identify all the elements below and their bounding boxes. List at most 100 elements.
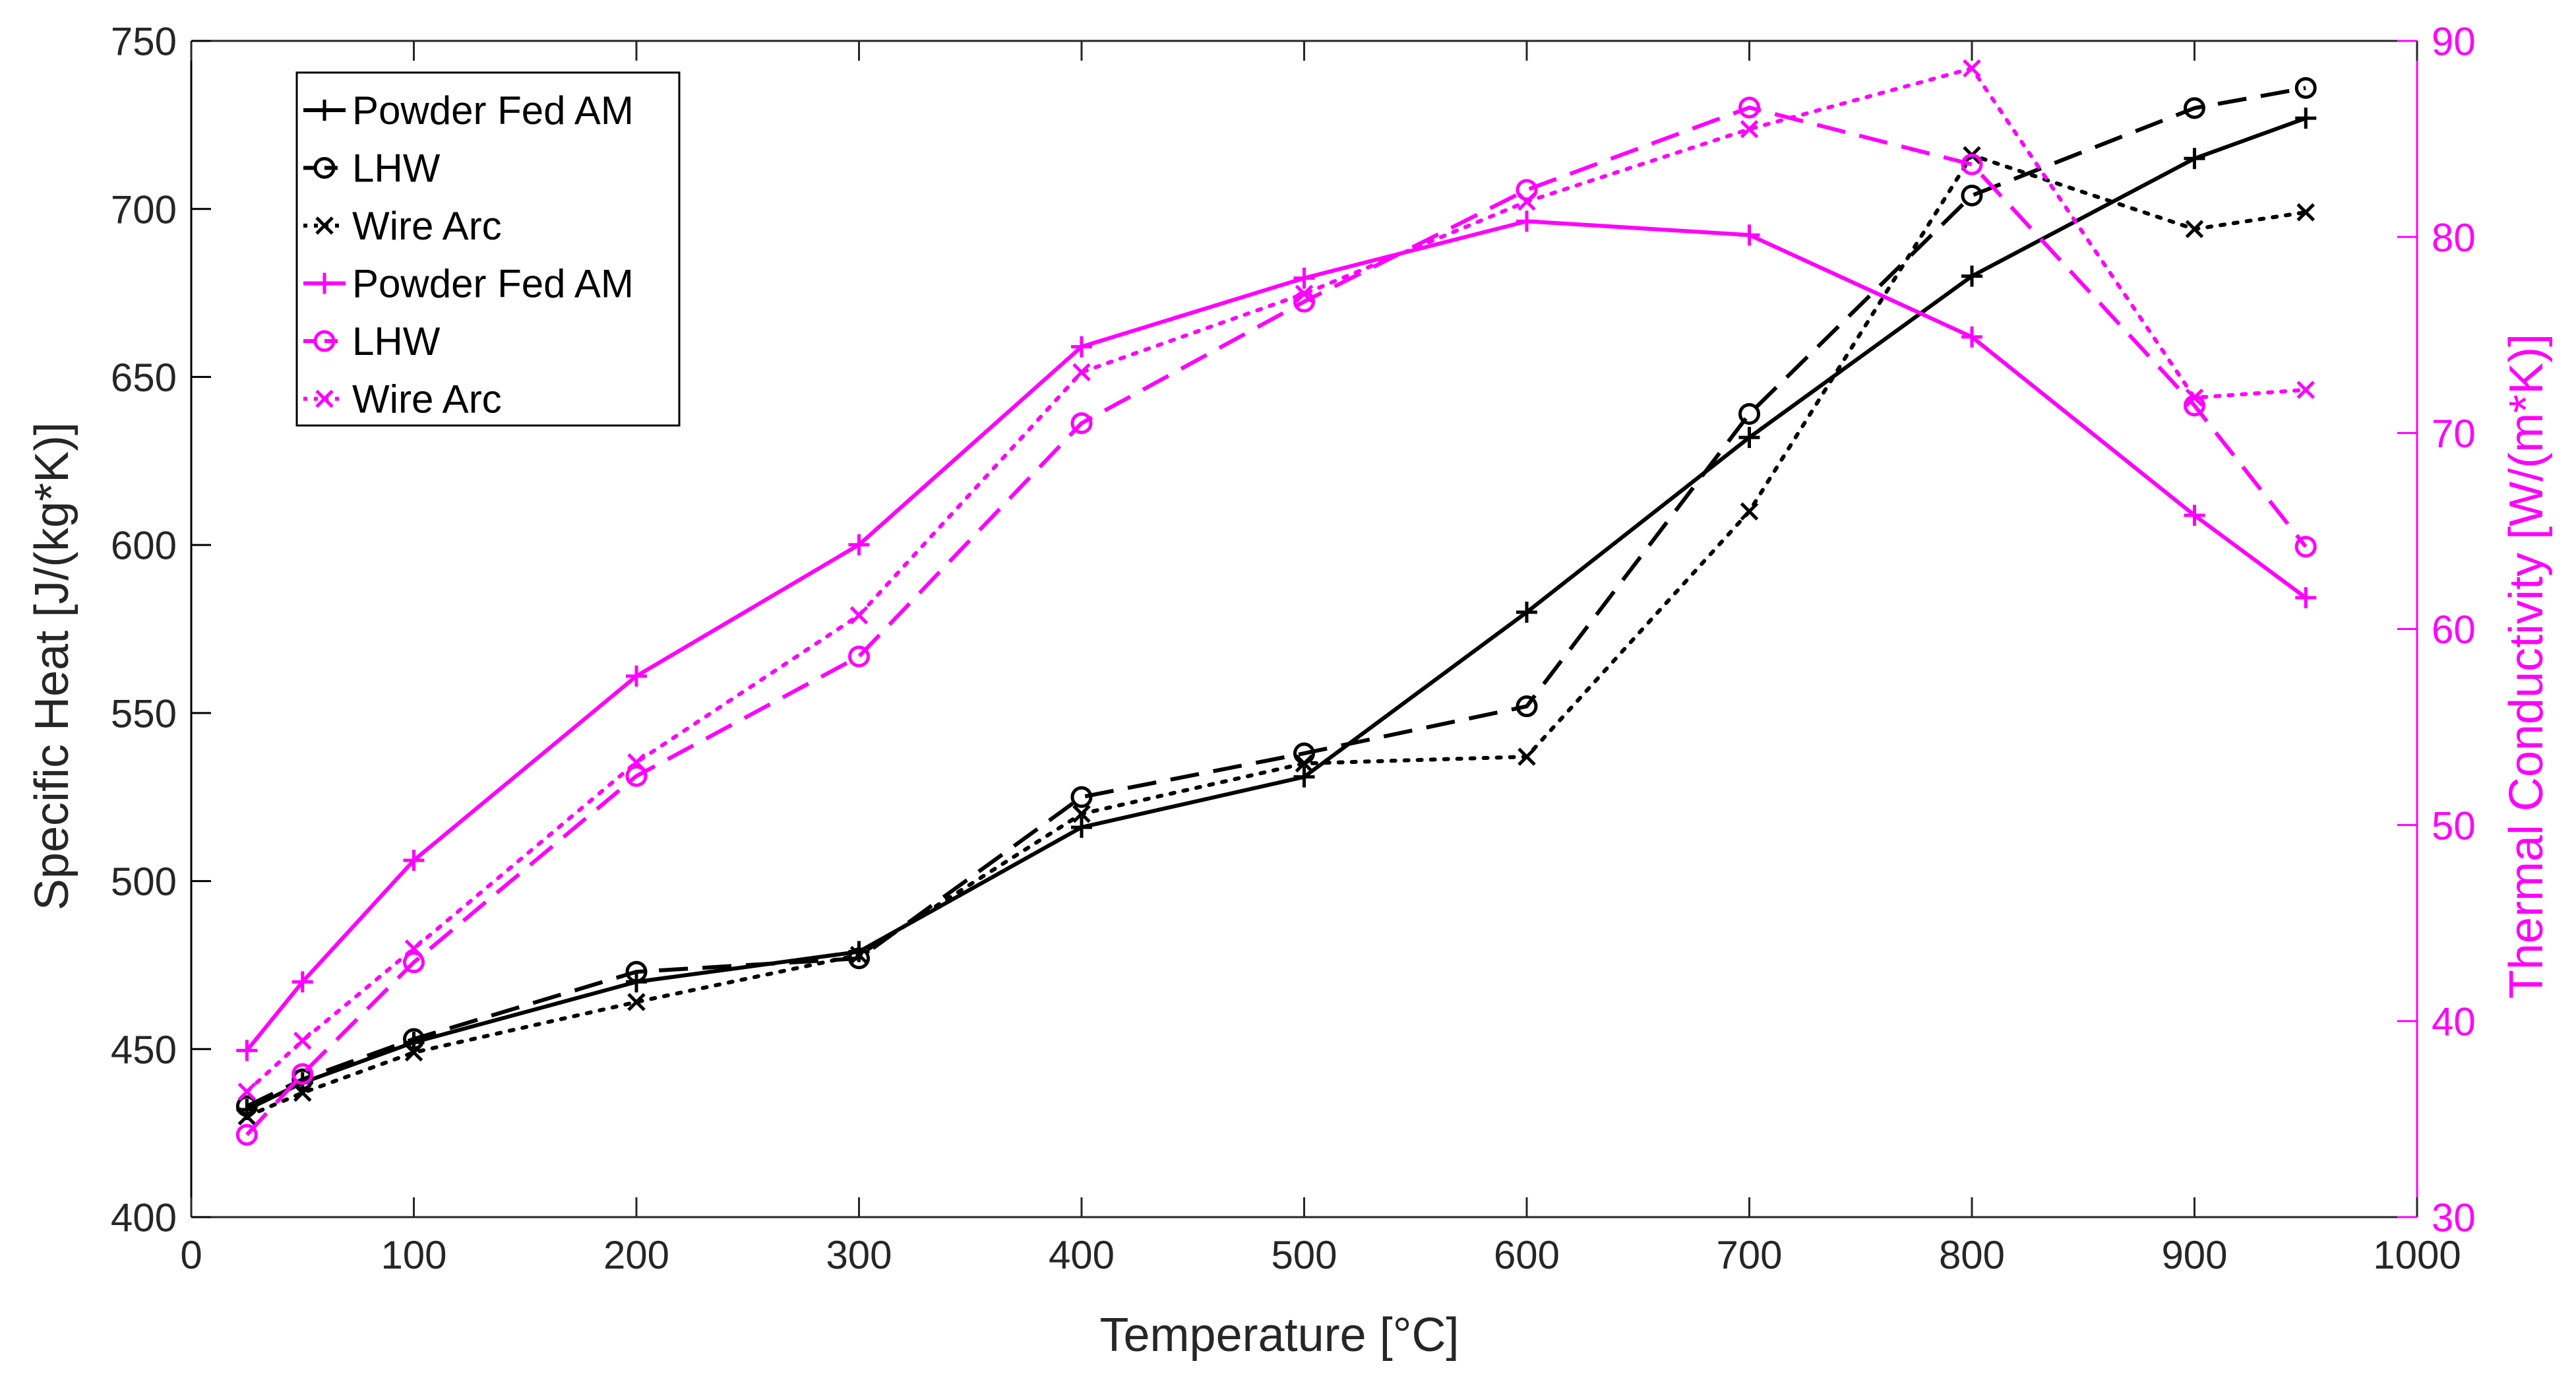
data-point — [403, 951, 425, 974]
legend-marker — [314, 100, 335, 121]
legend-item: Powder Fed AM — [303, 88, 634, 133]
series-line — [246, 116, 2307, 1112]
data-point — [1738, 224, 1760, 246]
data-point — [1961, 265, 1982, 287]
data-point — [625, 765, 648, 787]
x-tick-label: 200 — [603, 1233, 669, 1277]
legend-item: Wire Arc — [303, 204, 502, 248]
data-point — [1293, 766, 1315, 788]
data-point — [293, 1083, 312, 1102]
legend-marker — [315, 216, 334, 235]
data-point — [1072, 804, 1091, 823]
series-powder-fed-am-right — [236, 210, 2317, 1061]
data-point — [1070, 786, 1093, 808]
series-line — [245, 219, 2308, 1052]
left-y-tick-label: 700 — [111, 187, 177, 232]
series-wire-arc-right — [237, 59, 2315, 1101]
right-y-tick-label: 70 — [2432, 412, 2476, 456]
x-tick-label: 500 — [1271, 1233, 1337, 1277]
data-point — [2184, 97, 2205, 119]
legend-label: Powder Fed AM — [352, 262, 634, 306]
legend-item: LHW — [303, 146, 441, 191]
right-y-axis: 30 40 50 60 70 80 90 — [2397, 20, 2476, 1240]
data-point — [1740, 502, 1759, 520]
data-point — [1961, 326, 1982, 348]
series-line — [245, 66, 2308, 1094]
data-point — [1963, 59, 1981, 78]
data-point — [627, 753, 646, 772]
right-y-tick-label: 80 — [2432, 216, 2476, 260]
x-axis-label: Temperature [°C] — [1100, 1309, 1459, 1362]
legend-marker — [314, 272, 335, 294]
left-y-tick-label: 550 — [111, 691, 177, 736]
data-point — [291, 1063, 314, 1085]
x-axis: 0 100 200 300 400 500 600 700 800 900 1000 — [180, 41, 2461, 1277]
legend: Powder Fed AM LHW Wire Arc Powder Fed AM LHW… — [295, 71, 681, 427]
left-y-tick-label: 650 — [111, 356, 177, 400]
x-tick-label: 1000 — [2373, 1233, 2461, 1277]
legend-label: LHW — [352, 146, 441, 191]
data-point — [2294, 77, 2317, 99]
legend-marker — [315, 389, 334, 408]
legend-item: Wire Arc — [303, 377, 502, 422]
series-line — [245, 106, 2308, 1137]
series-lhw-right — [235, 96, 2317, 1146]
x-tick-label: 0 — [180, 1233, 202, 1277]
x-tick-label: 100 — [381, 1233, 446, 1277]
series-wire-arc-left — [237, 146, 2315, 1125]
legend-box — [295, 71, 681, 427]
data-point — [1518, 192, 1536, 211]
data-point — [849, 945, 869, 964]
legend-label: Powder Fed AM — [352, 88, 634, 133]
x-tick-label: 700 — [1716, 1233, 1782, 1277]
data-point — [2295, 586, 2317, 608]
x-tick-label: 900 — [2161, 1233, 2227, 1277]
data-point — [404, 939, 423, 958]
right-y-tick-label: 90 — [2432, 20, 2476, 64]
data-point — [1071, 817, 1092, 838]
data-point — [625, 961, 648, 983]
data-point — [1293, 267, 1315, 289]
series-line — [245, 153, 2308, 1119]
data-point — [848, 645, 870, 668]
x-tick-label: 300 — [826, 1233, 892, 1277]
x-tick-label: 400 — [1049, 1233, 1115, 1277]
x-tick-label: 600 — [1494, 1233, 1560, 1277]
data-point — [1740, 119, 1759, 139]
right-y-tick-label: 60 — [2432, 608, 2476, 652]
data-point — [403, 1028, 425, 1050]
right-y-tick-label: 30 — [2432, 1196, 2476, 1240]
left-y-axis-label: Specific Heat [J/(kg*K)] — [26, 422, 78, 910]
data-point — [293, 1031, 312, 1050]
left-y-tick-label: 400 — [111, 1196, 177, 1240]
legend-marker — [313, 157, 336, 179]
data-point — [1071, 336, 1092, 358]
data-point — [627, 993, 646, 1011]
data-point — [1738, 427, 1760, 449]
left-y-tick-label: 450 — [111, 1028, 177, 1072]
legend-label: LHW — [352, 319, 441, 363]
legend-item: LHW — [303, 319, 441, 363]
data-point — [1295, 754, 1314, 773]
data-point — [1070, 412, 1093, 434]
legend-marker — [313, 330, 336, 352]
data-point — [2295, 108, 2317, 129]
series-line — [246, 86, 2306, 1108]
legend-label: Wire Arc — [352, 377, 502, 422]
data-point — [291, 971, 313, 993]
data-point — [2294, 536, 2317, 558]
right-y-tick-label: 40 — [2432, 999, 2476, 1044]
data-point — [848, 534, 870, 555]
data-point — [1072, 363, 1091, 381]
data-point — [1961, 184, 1983, 206]
data-point — [404, 1043, 423, 1062]
data-point — [1961, 153, 1983, 175]
data-point — [626, 665, 647, 687]
data-point — [2185, 220, 2204, 239]
data-point — [235, 1123, 258, 1146]
data-point — [2184, 148, 2205, 170]
data-point — [237, 1083, 257, 1101]
data-point — [1738, 96, 1760, 119]
left-y-tick-label: 600 — [111, 524, 177, 568]
right-y-tick-label: 50 — [2432, 803, 2476, 848]
